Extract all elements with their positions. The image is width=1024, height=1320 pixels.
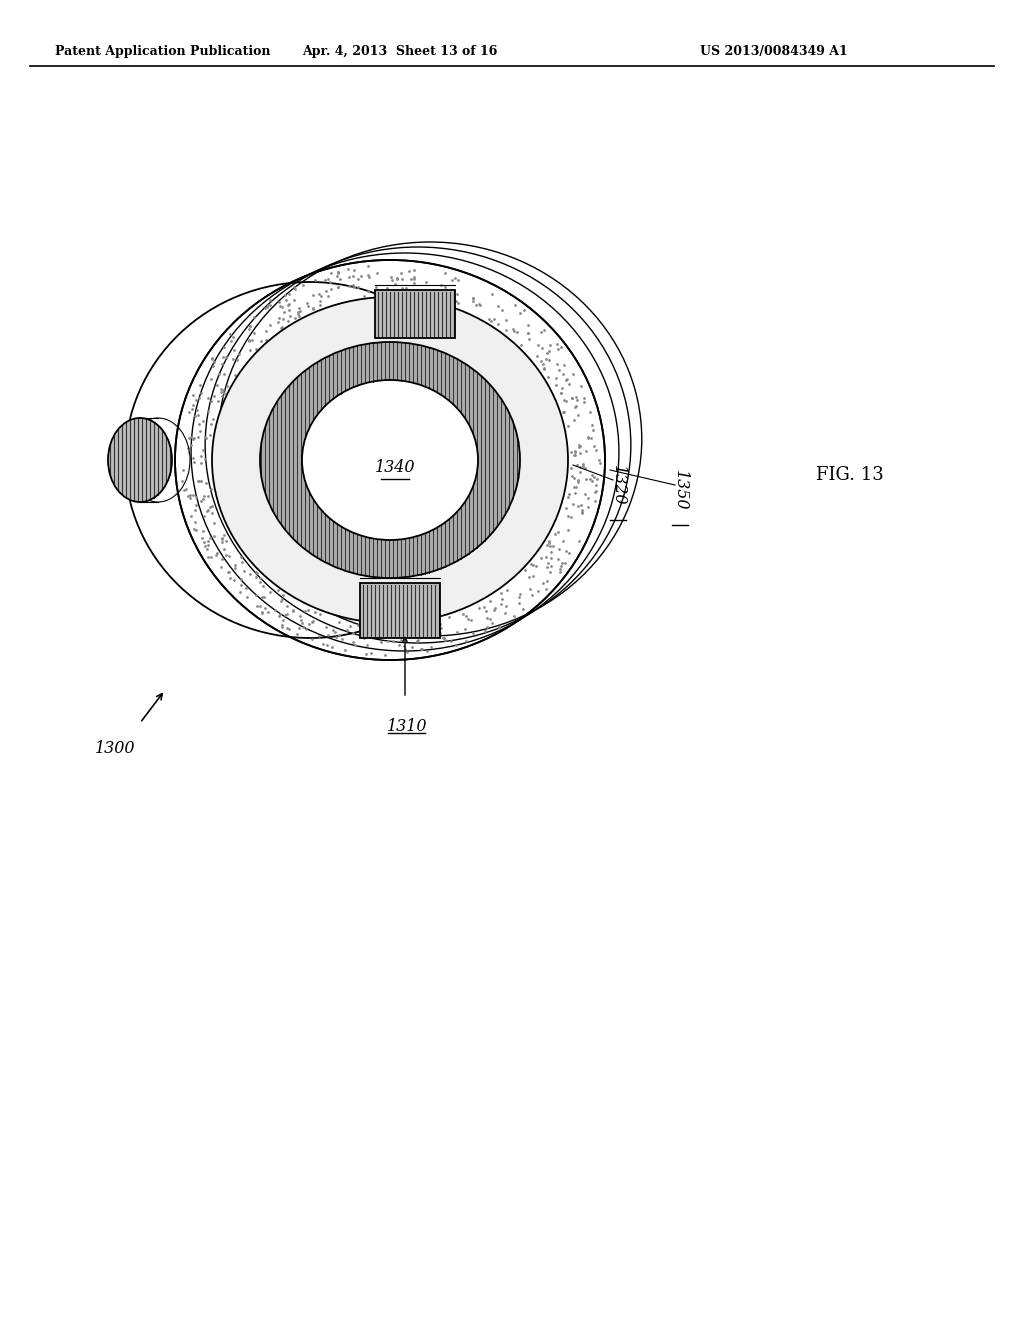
Bar [375, 290, 455, 338]
Ellipse shape [260, 342, 520, 578]
Ellipse shape [212, 297, 568, 623]
Ellipse shape [108, 418, 172, 502]
Bar [360, 582, 440, 638]
Text: US 2013/0084349 A1: US 2013/0084349 A1 [700, 45, 848, 58]
Text: 1320: 1320 [609, 465, 627, 506]
Text: Apr. 4, 2013  Sheet 13 of 16: Apr. 4, 2013 Sheet 13 of 16 [302, 45, 498, 58]
Ellipse shape [125, 282, 495, 638]
Text: 1300: 1300 [95, 741, 135, 756]
Text: 1340: 1340 [375, 459, 416, 477]
Bar [360, 582, 440, 638]
Ellipse shape [302, 380, 478, 540]
Text: FIG. 13: FIG. 13 [816, 466, 884, 484]
Text: 1350: 1350 [672, 470, 688, 511]
Text: Patent Application Publication: Patent Application Publication [55, 45, 270, 58]
Text: 1310: 1310 [387, 718, 427, 735]
Bar [375, 290, 455, 338]
